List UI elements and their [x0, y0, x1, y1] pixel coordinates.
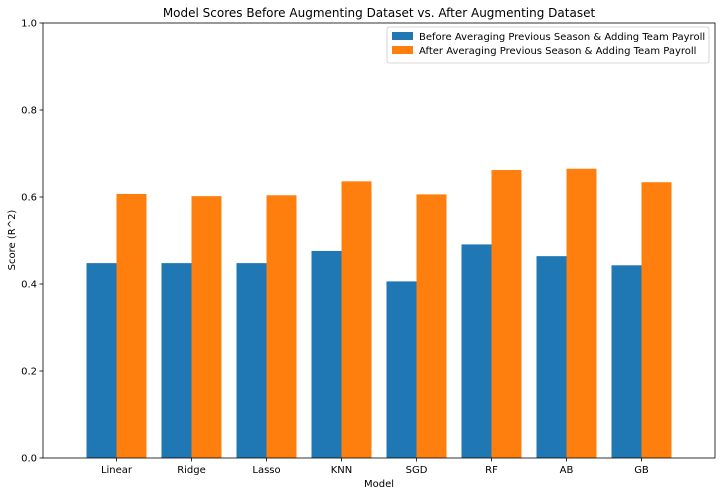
chart-title: Model Scores Before Augmenting Dataset v…	[163, 6, 596, 20]
bars-layer	[86, 168, 672, 458]
plot-frame	[42, 22, 716, 459]
y-tick-label: 0.4	[21, 280, 37, 291]
legend-swatch-after	[392, 46, 413, 54]
y-tick-label: 1.0	[21, 19, 37, 30]
bar-after-rf	[491, 170, 522, 458]
bar-after-gb	[641, 182, 672, 458]
x-tick-label: SGD	[406, 465, 428, 476]
x-tick-label: Linear	[101, 465, 133, 476]
bar-before-knn	[311, 250, 342, 458]
bar-after-knn	[341, 181, 372, 458]
y-tick-label: 0.8	[21, 106, 37, 117]
bar-after-lasso	[266, 195, 297, 458]
legend-swatch-before	[392, 32, 413, 40]
bar-before-gb	[611, 265, 642, 458]
y-tick-label: 0.2	[21, 367, 37, 378]
legend-label-before: Before Averaging Previous Season & Addin…	[419, 32, 705, 43]
bar-after-ab	[566, 168, 597, 458]
x-tick-label: GB	[634, 465, 649, 476]
x-axis-label: Model	[364, 479, 394, 490]
legend-box	[386, 26, 710, 64]
bar-before-sgd	[386, 281, 417, 458]
bar-before-rf	[461, 244, 492, 458]
x-tick-label: AB	[560, 465, 574, 476]
x-tick-label: Ridge	[177, 465, 206, 476]
y-tick-label: 0.6	[21, 193, 37, 204]
y-tick-label: 0.0	[21, 454, 37, 465]
x-tick-label: RF	[485, 465, 498, 476]
y-axis-label: Score (R^2)	[7, 210, 18, 271]
x-tick-label: Lasso	[252, 465, 280, 476]
x-tick-label: KNN	[331, 465, 353, 476]
bar-before-ridge	[161, 263, 192, 458]
bar-before-linear	[86, 263, 117, 458]
bar-after-sgd	[416, 194, 447, 458]
bar-after-linear	[116, 193, 147, 458]
legend-label-after: After Averaging Previous Season & Adding…	[419, 46, 696, 57]
bar-before-lasso	[236, 263, 267, 458]
bar-after-ridge	[191, 196, 222, 458]
legend: Before Averaging Previous Season & Addin…	[386, 26, 710, 64]
axes-layer: Linear Ridge Lasso KNN SGD RF AB GB 0.0 0.2 0.4 0.6…	[21, 19, 716, 476]
bar-before-ab	[536, 256, 567, 458]
